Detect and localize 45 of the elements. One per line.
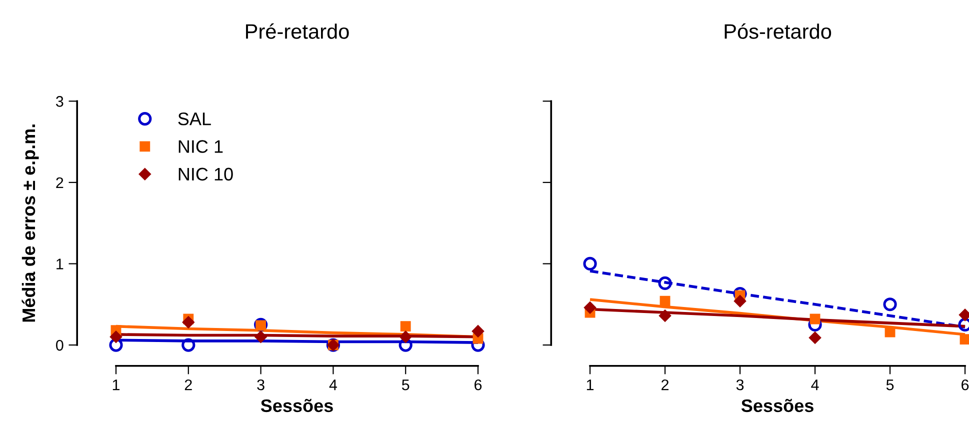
- legend-label: NIC 10: [178, 168, 233, 181]
- point: [110, 330, 122, 344]
- point: [400, 321, 411, 332]
- chart-title: Pré-retardo: [246, 23, 349, 39]
- x-tick-label: 5: [402, 380, 410, 390]
- x-tick-label: 2: [662, 379, 669, 390]
- point: [583, 256, 597, 271]
- chart-title: Pós-retardo: [724, 23, 832, 39]
- x-tick-label: 4: [811, 380, 819, 390]
- point: [256, 320, 266, 331]
- y-axis-title: Média de erros ± e.p.m.: [22, 124, 39, 322]
- point: [254, 330, 268, 344]
- x-axis-title: Sessões: [741, 398, 814, 412]
- y-tick-label: 2: [56, 177, 64, 188]
- point: [960, 334, 969, 345]
- y-tick-label: 3: [56, 96, 64, 107]
- point: [182, 338, 196, 352]
- x-tick-label: 3: [257, 379, 264, 390]
- point: [658, 310, 672, 322]
- y-tick-label: 0: [56, 340, 64, 351]
- point: [808, 331, 822, 344]
- x-tick-label: 1: [112, 380, 120, 390]
- x-tick-label: 3: [736, 379, 744, 390]
- x-tick-label: 6: [474, 379, 482, 390]
- point: [399, 330, 412, 344]
- x-tick-label: 1: [586, 380, 594, 390]
- y-tick-label: 1: [56, 258, 64, 270]
- point: [883, 298, 897, 312]
- legend-label: NIC 1: [178, 140, 223, 153]
- point: [734, 294, 746, 308]
- x-tick-label: 4: [329, 380, 337, 390]
- x-tick-label: 2: [184, 379, 192, 390]
- x-axis-title: Sessões: [260, 398, 333, 412]
- x-tick-label: 6: [962, 379, 969, 390]
- legend-label: SAL: [178, 112, 211, 126]
- point: [472, 324, 484, 338]
- point: [109, 338, 123, 352]
- point: [398, 338, 412, 352]
- point: [658, 276, 672, 290]
- x-tick-label: 5: [886, 380, 894, 390]
- point: [884, 326, 896, 338]
- point: [182, 316, 195, 328]
- point: [584, 301, 596, 314]
- point: [810, 314, 820, 324]
- point: [660, 296, 670, 306]
